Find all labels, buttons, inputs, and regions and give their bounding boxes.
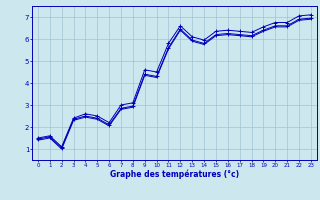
X-axis label: Graphe des températures (°c): Graphe des températures (°c) xyxy=(110,169,239,179)
